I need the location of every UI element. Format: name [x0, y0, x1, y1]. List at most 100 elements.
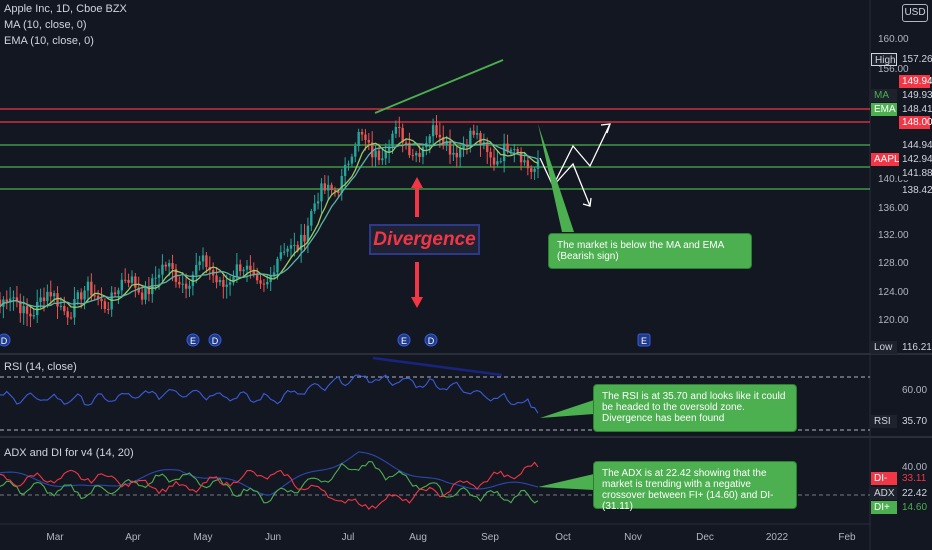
- callout-pointer-adx: [538, 474, 594, 490]
- di-plus-tag-label: DI+: [871, 501, 897, 514]
- candle-body: [371, 142, 374, 158]
- candle-body: [218, 280, 222, 283]
- projection-path-down: [552, 162, 591, 207]
- candle-body: [421, 147, 425, 157]
- candle-body: [161, 264, 164, 275]
- candle-body: [12, 297, 15, 299]
- projection-arrow-down: [582, 197, 592, 207]
- currency-button[interactable]: USD: [902, 4, 928, 22]
- rsi-tag-value: 35.70: [902, 416, 928, 427]
- candle-body: [66, 311, 69, 318]
- candle-body: [404, 142, 408, 144]
- candle-body: [496, 161, 499, 165]
- candle-body: [452, 152, 455, 155]
- ma-tag-label: MA: [871, 89, 897, 102]
- candle-body: [343, 164, 347, 177]
- candle-body: [123, 279, 127, 281]
- candle-body: [364, 134, 367, 140]
- rsi-title[interactable]: RSI (14, close): [4, 361, 77, 373]
- callout-pointer-rsi: [540, 400, 594, 418]
- candle-body: [283, 251, 286, 253]
- candle-body: [499, 161, 502, 163]
- callout-ma-ema: The market is below the MA and EMA (Bear…: [548, 233, 752, 269]
- candle-body: [90, 281, 93, 296]
- candle-body: [239, 264, 242, 272]
- projection-path-up: [539, 123, 611, 188]
- price-tick-156: 156.00: [878, 64, 909, 75]
- candle-body: [310, 211, 313, 226]
- candle-body: [475, 132, 479, 135]
- candle-body: [479, 132, 482, 145]
- candle-body: [299, 234, 303, 251]
- candle-body: [374, 150, 377, 158]
- candle-body: [384, 151, 387, 159]
- candle-body: [448, 141, 452, 155]
- candle-body: [8, 298, 12, 302]
- candle-body: [523, 160, 526, 163]
- candle-body: [22, 306, 25, 314]
- candle-body: [36, 301, 39, 316]
- candle-body: [316, 201, 320, 204]
- candle-body: [320, 183, 323, 202]
- candle-body: [411, 155, 415, 157]
- time-tick-2: May: [194, 532, 213, 543]
- candle-body: [445, 141, 448, 145]
- candle-body: [5, 299, 8, 302]
- candle-body: [86, 281, 90, 291]
- candle-body: [154, 277, 157, 279]
- level-tag-149-94: 149.94: [899, 75, 932, 88]
- candle-body: [249, 265, 252, 271]
- candle-body: [492, 157, 496, 165]
- candle-body: [164, 264, 167, 267]
- candle-body: [486, 142, 489, 152]
- candle-body: [137, 287, 140, 293]
- candle-body: [25, 306, 29, 314]
- candle-body: [39, 297, 42, 302]
- di-minus-tag-label: DI-: [871, 472, 897, 485]
- adx-tick-40: 40.00: [902, 462, 928, 473]
- ema-tag-value: 148.41: [902, 104, 932, 115]
- candle-body: [516, 149, 519, 152]
- candle-body: [313, 203, 316, 212]
- aapl-tag-value: 142.94: [899, 153, 932, 166]
- candle-body: [469, 130, 472, 146]
- price-tick-160: 160.00: [878, 34, 909, 45]
- candle-body: [398, 126, 401, 128]
- adx-title[interactable]: ADX and DI for v4 (14, 20): [4, 447, 134, 459]
- candle-body: [458, 148, 462, 158]
- candle-body: [465, 144, 469, 146]
- price-tick-132: 132.00: [878, 230, 909, 241]
- time-tick-9: Dec: [696, 532, 714, 543]
- level-tag-144-94: 144.94: [902, 140, 932, 151]
- candle-body: [272, 272, 276, 276]
- candle-body: [63, 305, 66, 312]
- candle-body: [120, 279, 124, 291]
- candle-body: [323, 183, 327, 191]
- candle-body: [303, 234, 306, 242]
- candle-body: [327, 184, 330, 191]
- rsi-tag-label: RSI: [871, 415, 897, 428]
- adx-line: [0, 451, 539, 496]
- candle-body: [222, 280, 225, 287]
- candle-body: [198, 261, 201, 266]
- candle-body: [49, 291, 52, 297]
- event-marker-6: E: [641, 336, 647, 346]
- candle-body: [167, 263, 171, 267]
- candle-body: [46, 291, 49, 302]
- candle-body: [333, 190, 337, 192]
- candle-body: [360, 131, 364, 135]
- candle-body: [100, 298, 103, 302]
- time-tick-3: Jun: [265, 532, 281, 543]
- ema-legend[interactable]: EMA (10, close, 0): [4, 35, 94, 47]
- candle-body: [387, 146, 391, 152]
- candle-body: [42, 297, 46, 302]
- event-marker-5: D: [428, 336, 435, 346]
- time-tick-1: Apr: [125, 532, 141, 543]
- candle-body: [306, 225, 310, 242]
- candle-body: [408, 142, 411, 156]
- divergence-arrow-down: [411, 262, 423, 308]
- candle-body: [80, 292, 83, 300]
- candle-body: [215, 275, 218, 283]
- ma-legend[interactable]: MA (10, close, 0): [4, 19, 87, 31]
